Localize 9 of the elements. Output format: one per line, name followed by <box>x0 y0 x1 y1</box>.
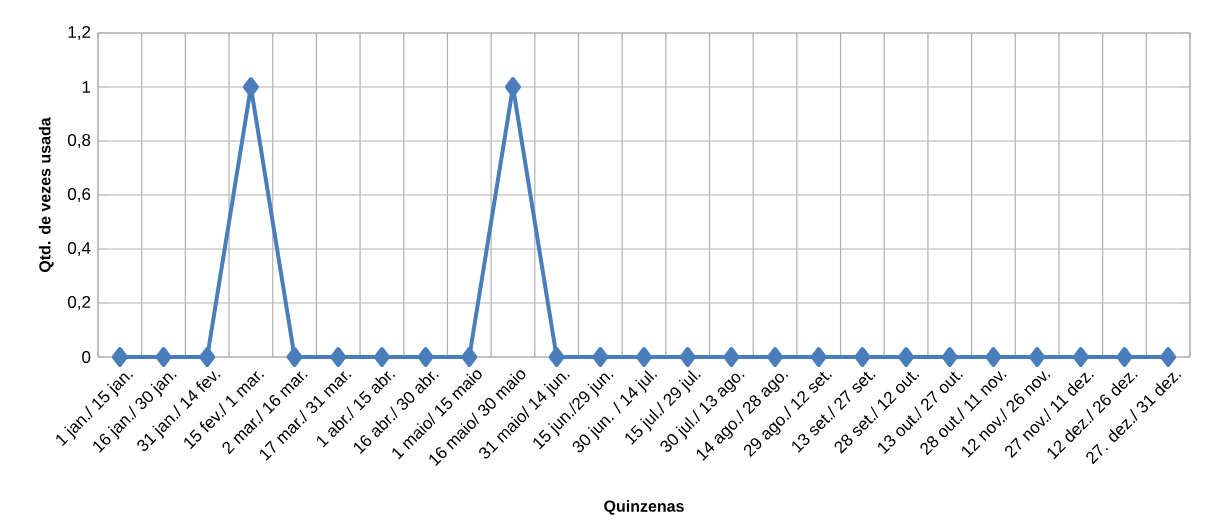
y-tick-label: 0,8 <box>67 134 91 149</box>
y-tick-label: 0,2 <box>67 295 91 311</box>
y-tick-label: 1 <box>82 81 91 93</box>
y-tick-label: 1,2 <box>68 26 91 41</box>
y-tick-label: 0,6 <box>67 187 91 203</box>
y-tick-label: 0,4 <box>67 241 91 257</box>
y-axis-title: Qtd. de vezes usada <box>38 117 54 272</box>
y-tick-label: 0 <box>82 351 91 364</box>
x-axis-title: Quinzenas <box>604 500 684 515</box>
